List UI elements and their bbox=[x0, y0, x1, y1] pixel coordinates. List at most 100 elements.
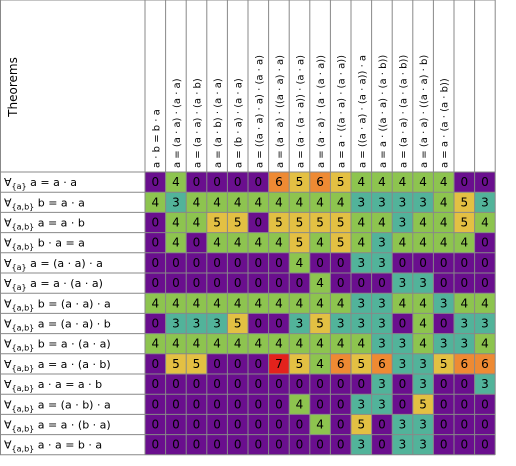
heatmap-cell bbox=[351, 333, 372, 354]
heatmap-cell bbox=[145, 394, 166, 415]
row-quantifier: ∀ bbox=[4, 398, 12, 411]
heatmap-cell bbox=[227, 172, 248, 193]
cell-value: 0 bbox=[481, 397, 489, 411]
heatmap-cell bbox=[268, 353, 290, 374]
heatmap-cell bbox=[412, 353, 434, 374]
column-label: a = (a · (a · a)) · (a · a) bbox=[296, 55, 307, 168]
heatmap-cell bbox=[248, 273, 269, 294]
cell-value: 3 bbox=[481, 317, 489, 331]
heatmap-cell bbox=[351, 172, 372, 193]
cell-value: 4 bbox=[481, 337, 489, 351]
cell-value: 4 bbox=[316, 337, 324, 351]
cell-value: 4 bbox=[460, 236, 468, 250]
cell-value: 0 bbox=[254, 438, 262, 452]
heatmap-cell bbox=[145, 333, 166, 354]
row-quantifier: ∀ bbox=[4, 217, 12, 230]
heatmap-cell bbox=[268, 293, 290, 314]
cell-value: 4 bbox=[357, 337, 365, 351]
cell-value: 3 bbox=[172, 195, 180, 209]
cell-value: 5 bbox=[337, 216, 345, 230]
cell-value: 0 bbox=[151, 256, 159, 270]
cell-value: 4 bbox=[316, 296, 324, 310]
heatmap-cell bbox=[309, 394, 331, 415]
heatmap-cell bbox=[371, 232, 393, 253]
heatmap-cell bbox=[330, 434, 351, 455]
cell-value: 3 bbox=[419, 438, 427, 452]
heatmap-cell bbox=[330, 374, 351, 395]
heatmap-cell bbox=[454, 192, 475, 213]
heatmap-cell bbox=[186, 374, 207, 395]
cell-value: 0 bbox=[275, 397, 283, 411]
row-formula: a = a · (a · a) bbox=[27, 277, 103, 290]
cell-value: 4 bbox=[419, 337, 427, 351]
cell-value: 5 bbox=[234, 317, 242, 331]
cell-value: 3 bbox=[378, 195, 386, 209]
row-label: ∀{a,b} a = a · (b · a) bbox=[4, 419, 111, 434]
heatmap-cell bbox=[371, 333, 393, 354]
cell-value: 3 bbox=[440, 296, 448, 310]
heatmap-cell bbox=[206, 293, 228, 314]
row-quantifier: ∀ bbox=[4, 176, 12, 189]
cell-value: 0 bbox=[440, 377, 448, 391]
cell-value: 0 bbox=[481, 236, 489, 250]
cell-value: 4 bbox=[296, 397, 304, 411]
cell-value: 0 bbox=[440, 256, 448, 270]
heatmap-cell bbox=[371, 172, 393, 193]
heatmap-cell bbox=[289, 414, 310, 435]
heatmap-cell bbox=[165, 232, 187, 253]
heatmap-cell bbox=[454, 414, 475, 435]
heatmap-cell bbox=[351, 434, 372, 455]
heatmap-cell bbox=[165, 293, 187, 314]
cell-value: 0 bbox=[151, 438, 159, 452]
cell-value: 4 bbox=[234, 337, 242, 351]
heatmap-cell bbox=[309, 333, 331, 354]
heatmap-cell bbox=[268, 394, 290, 415]
heatmap-cell bbox=[392, 394, 413, 415]
cell-value: 3 bbox=[481, 377, 489, 391]
cell-value: 4 bbox=[296, 256, 304, 270]
row-headers: ∀{a} a = a · a∀{a,b} b = a · a∀{a,b} a =… bbox=[4, 176, 111, 454]
row-vars: {a,b} bbox=[12, 344, 35, 353]
heatmap-cell bbox=[206, 232, 228, 253]
heatmap-cell bbox=[392, 434, 413, 455]
cell-value: 4 bbox=[399, 175, 407, 189]
cell-value: 3 bbox=[378, 296, 386, 310]
cell-value: 4 bbox=[193, 296, 201, 310]
heatmap-cell bbox=[412, 273, 434, 294]
cell-value: 4 bbox=[440, 216, 448, 230]
heatmap-cell bbox=[474, 374, 496, 395]
heatmap-cell bbox=[433, 252, 454, 273]
cell-value: 4 bbox=[275, 195, 283, 209]
cell-value: 0 bbox=[460, 256, 468, 270]
cell-value: 0 bbox=[399, 317, 407, 331]
heatmap-cell bbox=[145, 414, 166, 435]
cell-value: 0 bbox=[254, 276, 262, 290]
cell-value: 5 bbox=[275, 216, 283, 230]
row-vars: {a,b} bbox=[12, 384, 35, 393]
heatmap-cell bbox=[227, 353, 248, 374]
row-formula: a · a = a · b bbox=[34, 378, 102, 391]
heatmap-cell bbox=[454, 293, 475, 314]
cell-value: 0 bbox=[337, 418, 345, 432]
cell-value: 5 bbox=[213, 216, 221, 230]
heatmap-cell bbox=[454, 252, 475, 273]
cell-value: 4 bbox=[357, 216, 365, 230]
cell-value: 4 bbox=[254, 236, 262, 250]
cell-value: 4 bbox=[296, 337, 304, 351]
cell-value: 4 bbox=[399, 296, 407, 310]
column-label: a = ((a · a) · (a · a)) · a bbox=[357, 55, 368, 168]
heatmap-cell bbox=[309, 353, 331, 374]
heatmap-cell bbox=[165, 273, 187, 294]
heatmap-cell bbox=[433, 172, 454, 193]
heatmap-cell bbox=[206, 252, 228, 273]
heatmap-cell bbox=[454, 172, 475, 193]
cell-value: 0 bbox=[460, 377, 468, 391]
cell-value: 5 bbox=[337, 175, 345, 189]
cell-value: 0 bbox=[440, 418, 448, 432]
heatmap-cell bbox=[351, 232, 372, 253]
cell-value: 5 bbox=[357, 418, 365, 432]
heatmap-cell bbox=[227, 293, 248, 314]
cell-value: 6 bbox=[337, 357, 345, 371]
heatmap-cell bbox=[330, 394, 351, 415]
cell-value: 4 bbox=[275, 337, 283, 351]
